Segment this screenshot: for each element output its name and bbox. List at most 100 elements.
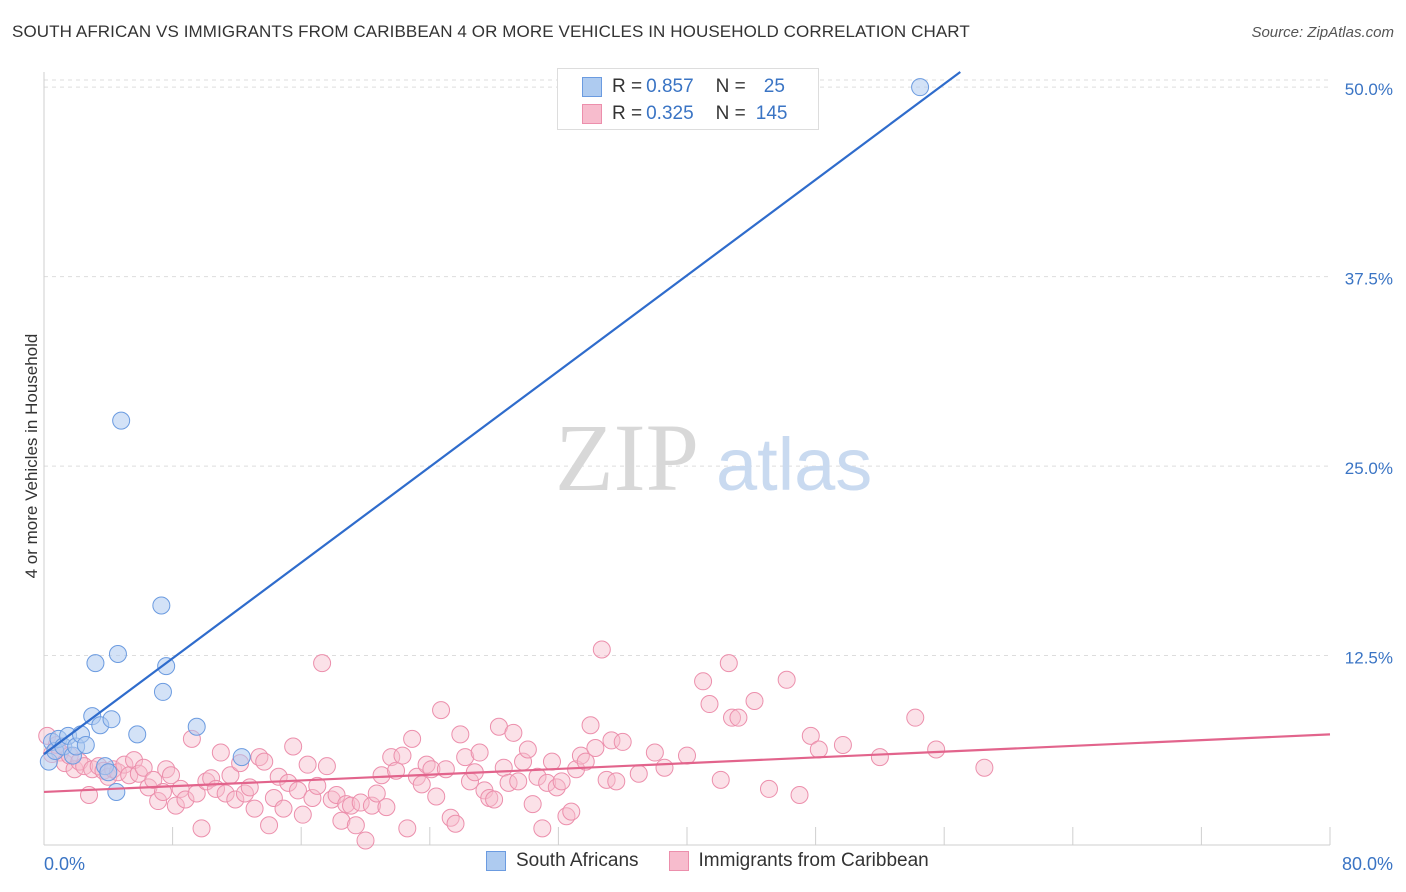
pink-point [759,779,778,798]
pink-point [211,743,230,762]
pink-point [592,640,611,659]
legend-r-value: 0.857 [646,76,694,97]
pink-point [504,723,523,742]
y-tick-label: 50.0% [1345,80,1393,99]
pink-point [255,752,274,771]
pink-point [629,764,648,783]
pink-point [367,784,386,803]
pink-point [284,737,303,756]
pink-point [777,670,796,689]
pink-point [298,755,317,774]
pink-point [216,784,235,803]
legend-swatch-blue [582,77,602,97]
pink-point [176,790,195,809]
pink-point [729,708,748,727]
pink-point [377,798,396,817]
pink-point [870,748,889,767]
pink-point [518,740,537,759]
pink-point [494,758,513,777]
blue-point [187,717,206,736]
pink-point [711,770,730,789]
axes [43,72,1331,846]
source-credit: Source: ZipAtlas.com [1251,24,1394,41]
pink-point [382,748,401,767]
pink-point [327,785,346,804]
legend-label-caribbean: Immigrants from Caribbean [698,850,929,871]
legend-r-value: 0.325 [646,103,694,124]
pink-point [235,784,254,803]
pink-point [906,708,925,727]
legend-n-label: N = [715,103,746,124]
legend-row-caribbean: R = 0.325 N = 145 [582,100,787,128]
pink-point [528,767,547,786]
pink-point [655,758,674,777]
correlation-legend: R = 0.857 N = 25 R = 0.325 N = 145 [557,68,819,130]
pink-point [144,770,163,789]
blue-point [76,735,95,754]
pink-point [509,772,528,791]
pink-point [552,772,571,791]
pink-point [719,654,738,673]
pink-point [293,805,312,824]
pink-point [346,816,365,835]
blue-point [102,710,121,729]
pink-point [576,752,595,771]
pink-point [694,672,713,691]
pink-point [202,769,221,788]
pink-point [245,799,264,818]
pink-point [403,729,422,748]
legend-label-south-africans: South Africans [516,850,639,871]
y-tick-label: 25.0% [1345,459,1393,478]
pink-point [571,746,590,765]
pink-point [485,790,504,809]
blue-point [86,654,105,673]
pink-point [393,746,412,765]
legend-swatch-pink [582,104,602,124]
pink-point [427,787,446,806]
pink-point [533,819,552,838]
x-tick-label: 80.0% [1342,854,1393,874]
pink-point [723,708,742,727]
blue-point [152,596,171,615]
y-tick-label: 37.5% [1345,270,1393,289]
legend-n-label: N = [715,76,746,97]
pink-point [398,819,417,838]
pink-point [581,716,600,735]
pink-point [602,731,621,750]
legend-swatch-pink [668,851,689,871]
pink-point [313,654,332,673]
pink-point [446,814,465,833]
pink-point [441,808,460,827]
pink-point [542,752,561,771]
blue-point [153,682,172,701]
legend-row-south-africans: R = 0.857 N = 25 [582,73,785,101]
pink-point [547,778,566,797]
pink-point [975,758,994,777]
grid-lines [44,79,1330,657]
pink-point [833,735,852,754]
pink-point [308,776,327,795]
pink-point [317,757,336,776]
y-axis-label: 4 or more Vehicles in Household [22,333,41,579]
pink-point [538,773,557,792]
pink-point [279,773,298,792]
trend-line-south-africans [43,71,961,755]
pink-point [342,796,361,815]
y-tick-label: 12.5% [1345,649,1393,668]
pink-point [607,772,626,791]
pink-point [597,770,616,789]
legend-r-label: R = [612,103,643,124]
pink-point [801,726,820,745]
pink-point [362,796,381,815]
pink-point [356,831,375,850]
pink-point [456,748,475,767]
blue-point [911,78,930,97]
chart-title: SOUTH AFRICAN VS IMMIGRANTS FROM CARIBBE… [12,22,970,41]
legend-n-value: 145 [755,103,788,124]
blue-point [112,411,131,430]
pink-point [149,792,168,811]
blue-point [128,725,147,744]
pink-point [332,811,351,830]
x-tick-label: 0.0% [44,854,85,874]
blue-point [107,782,126,801]
